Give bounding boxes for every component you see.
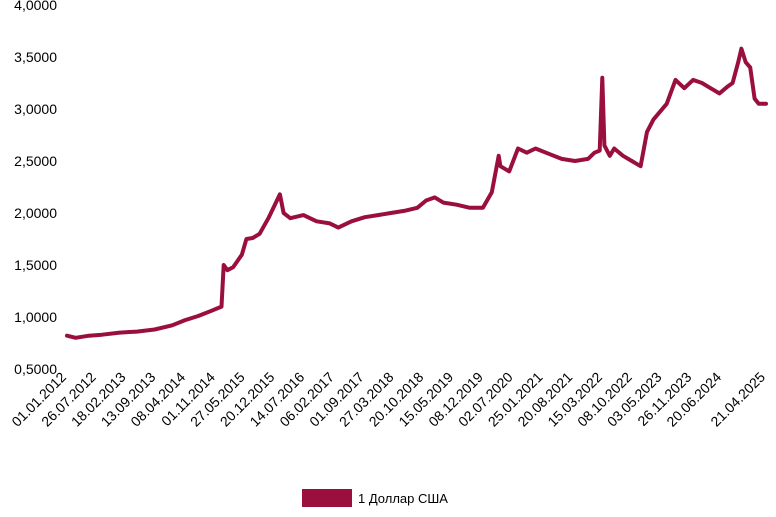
data-point xyxy=(376,213,380,217)
y-tick-label: 1,0000 xyxy=(14,309,57,325)
data-point xyxy=(135,330,139,334)
data-point xyxy=(612,147,616,150)
data-point xyxy=(630,159,634,163)
data-point xyxy=(258,232,262,236)
data-point xyxy=(251,236,255,240)
data-point xyxy=(639,164,643,168)
y-tick-label: 1,5000 xyxy=(14,257,57,273)
data-point xyxy=(266,216,270,220)
legend-swatch xyxy=(302,489,352,507)
line-chart: 0,5000 1,0000 1,5000 2,0000 2,5000 3,0000 3,50… xyxy=(8,0,768,430)
y-tick-label: 2,5000 xyxy=(14,153,57,169)
data-point xyxy=(441,201,445,205)
data-point xyxy=(608,154,612,158)
data-point xyxy=(764,102,768,106)
data-point xyxy=(196,314,200,318)
data-point xyxy=(363,215,367,219)
data-point xyxy=(507,169,511,173)
data-point xyxy=(402,209,406,213)
data-point xyxy=(225,268,229,272)
series-layer xyxy=(65,46,768,340)
data-point xyxy=(244,237,248,241)
data-point xyxy=(757,102,761,106)
data-point xyxy=(170,323,174,327)
data-point xyxy=(560,157,564,161)
data-point xyxy=(736,60,740,64)
series-line xyxy=(65,46,768,340)
data-point xyxy=(433,195,437,199)
data-point xyxy=(315,219,319,223)
y-tick-label: 3,0000 xyxy=(14,101,57,117)
data-point xyxy=(65,334,69,338)
y-tick-label: 2,0000 xyxy=(14,205,57,221)
data-point xyxy=(350,219,353,223)
data-point xyxy=(534,147,537,150)
data-point xyxy=(389,211,393,215)
data-point xyxy=(282,211,286,215)
legend-label: 1 Доллар США xyxy=(358,490,448,506)
data-point xyxy=(525,151,529,155)
data-point xyxy=(600,76,604,80)
data-point xyxy=(602,143,606,147)
data-point xyxy=(652,117,655,121)
data-point xyxy=(717,91,721,95)
data-point xyxy=(183,318,187,322)
data-point xyxy=(278,192,282,196)
data-point xyxy=(455,203,459,207)
x-axis: 01.01.201226.07.201218.02.201313.09.2013… xyxy=(8,369,768,430)
data-point xyxy=(739,47,743,51)
data-point xyxy=(424,199,428,202)
data-point xyxy=(301,213,305,217)
data-point xyxy=(748,65,752,69)
data-point xyxy=(498,164,502,168)
data-point xyxy=(682,86,686,90)
data-point xyxy=(481,206,485,210)
data-point xyxy=(415,206,419,210)
data-point xyxy=(709,86,713,90)
data-point xyxy=(490,190,494,194)
y-tick-label: 0,5000 xyxy=(14,361,57,377)
data-point xyxy=(516,147,520,150)
data-point xyxy=(209,309,213,313)
data-point xyxy=(598,149,602,153)
data-point xyxy=(222,263,226,267)
data-point xyxy=(153,328,157,331)
data-point xyxy=(118,331,122,335)
legend: 1 Доллар США xyxy=(302,489,448,507)
data-point xyxy=(87,334,91,338)
data-point xyxy=(665,102,669,106)
data-point xyxy=(231,265,235,269)
data-point xyxy=(645,130,649,134)
y-tick-label: 3,5000 xyxy=(14,49,57,65)
data-point xyxy=(731,81,735,85)
data-point xyxy=(744,60,748,64)
data-point xyxy=(593,151,596,155)
data-point xyxy=(74,336,78,340)
data-point xyxy=(100,333,104,337)
data-point xyxy=(753,97,757,101)
data-point xyxy=(240,253,244,257)
data-point xyxy=(288,216,292,220)
data-point xyxy=(468,206,472,210)
y-axis: 0,5000 1,0000 1,5000 2,0000 2,5000 3,0000 3,50… xyxy=(14,0,57,377)
data-point xyxy=(674,78,677,82)
y-tick-label: 4,0000 xyxy=(14,0,57,13)
data-point xyxy=(328,221,332,225)
data-point xyxy=(586,157,590,161)
data-point xyxy=(621,154,625,158)
data-point xyxy=(547,152,550,156)
data-point xyxy=(497,154,501,158)
data-point xyxy=(726,84,730,88)
data-point xyxy=(220,305,223,309)
data-point xyxy=(336,226,340,230)
data-point xyxy=(691,78,695,82)
data-point xyxy=(573,159,577,163)
data-point xyxy=(700,81,704,85)
